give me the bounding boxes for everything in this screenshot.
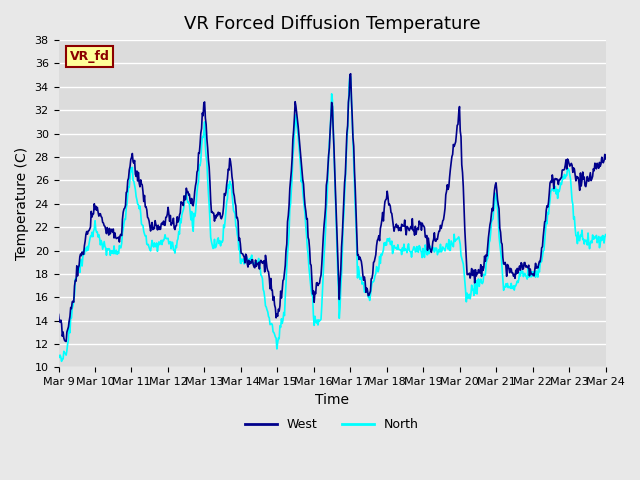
X-axis label: Time: Time — [315, 393, 349, 407]
Legend: West, North: West, North — [241, 413, 424, 436]
Title: VR Forced Diffusion Temperature: VR Forced Diffusion Temperature — [184, 15, 481, 33]
Y-axis label: Temperature (C): Temperature (C) — [15, 147, 29, 260]
Text: VR_fd: VR_fd — [70, 50, 109, 63]
